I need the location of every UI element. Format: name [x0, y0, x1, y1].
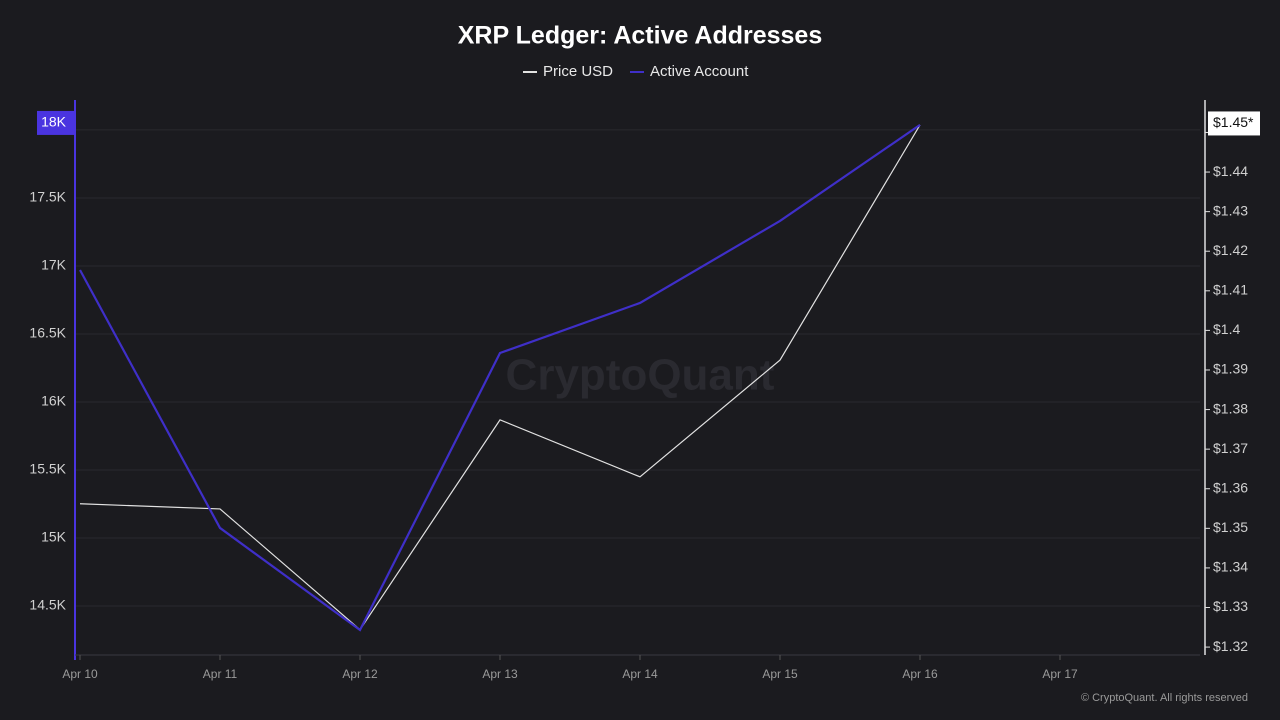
- x-tick-label: Apr 10: [62, 667, 98, 681]
- y-tick-label: 15K: [41, 529, 67, 545]
- x-tick-label: Apr 12: [342, 667, 378, 681]
- y2-tick-label: $1.36: [1213, 479, 1248, 495]
- y2-tick-label: $1.32: [1213, 638, 1248, 654]
- footer: © CryptoQuant. All rights reserved: [1081, 692, 1248, 704]
- y-tick-label: 15.5K: [29, 461, 66, 477]
- x-tick-label: Apr 15: [762, 667, 798, 681]
- x-tick-label: Apr 16: [902, 667, 938, 681]
- y2-tick-label: $1.34: [1213, 559, 1248, 575]
- y-tick-label: 17.5K: [29, 189, 66, 205]
- y-tick-label: 16K: [41, 393, 67, 409]
- y2-tick-label: $1.37: [1213, 440, 1248, 456]
- y2-tick-label: $1.41: [1213, 282, 1248, 298]
- y2-tick-label: $1.33: [1213, 598, 1248, 614]
- x-tick-label: Apr 11: [203, 667, 238, 681]
- y2-tick-label: $1.4: [1213, 321, 1240, 337]
- chart-title: XRP Ledger: Active Addresses: [458, 22, 823, 50]
- series-line: [79, 123, 921, 632]
- y2-tick-label: $1.39: [1213, 361, 1248, 377]
- y-tick-label: 14.5K: [29, 597, 66, 613]
- legend-label: Price USD: [543, 63, 613, 80]
- y2-tick-label: $1.44: [1213, 163, 1248, 179]
- y2-tick-label: $1.35: [1213, 519, 1248, 535]
- x-tick-label: Apr 13: [482, 667, 518, 681]
- y-tick-label: 17K: [41, 257, 67, 273]
- y2-tick-label: $1.42: [1213, 242, 1248, 258]
- x-tick-label: Apr 14: [622, 667, 658, 681]
- watermark: CryptoQuant: [506, 351, 775, 400]
- y2-tick-label: $1.43: [1213, 202, 1248, 218]
- x-tick-label: Apr 17: [1042, 667, 1078, 681]
- y-tick-label: 16.5K: [29, 325, 66, 341]
- y2-tick-highlight: [1208, 111, 1260, 136]
- y-tick-label: 18K: [41, 114, 67, 130]
- y2-tick-label: $1.38: [1213, 400, 1248, 416]
- y2-tick-label: $1.45*: [1213, 114, 1254, 130]
- legend-label: Active Account: [650, 63, 749, 80]
- y-tick-highlight: [37, 110, 74, 135]
- series-line: [79, 124, 921, 631]
